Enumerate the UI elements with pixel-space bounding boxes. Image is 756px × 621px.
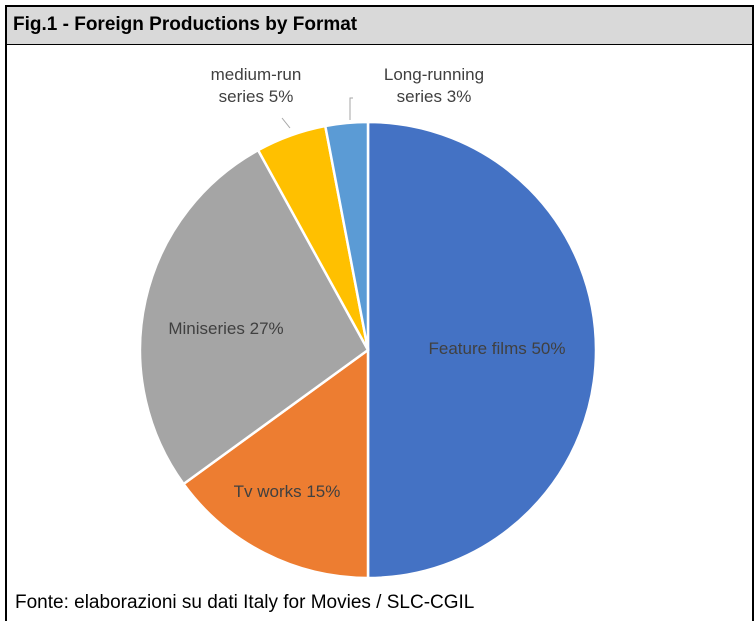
- figure-frame: Fig.1 - Foreign Productions by Format Fo…: [5, 5, 754, 621]
- leader-line: [281, 117, 291, 129]
- chart-title: Fig.1 - Foreign Productions by Format: [7, 7, 752, 45]
- slice-label: medium-run series 5%: [201, 64, 311, 108]
- pie-slice: [181, 347, 370, 580]
- category-label: Miniseries: [168, 319, 245, 338]
- value-label: 27%: [249, 319, 284, 338]
- value-label: 3%: [446, 87, 472, 106]
- slice-label: Feature films 50%: [397, 338, 597, 360]
- pie-slice: [138, 148, 370, 486]
- slice-label: Long-running series 3%: [359, 64, 509, 108]
- category-label: Tv works: [233, 482, 302, 501]
- value-label: 5%: [268, 87, 294, 106]
- leader-line: [349, 97, 353, 120]
- category-label: medium-run series: [210, 65, 302, 106]
- category-label: Feature films: [428, 339, 527, 358]
- value-label: 15%: [306, 482, 341, 501]
- slice-label: Miniseries 27%: [141, 318, 311, 340]
- category-label: Long-running series: [383, 65, 485, 106]
- slice-label: Tv works 15%: [207, 481, 367, 503]
- pie-slice: [323, 120, 370, 351]
- pie-slice: [366, 120, 598, 580]
- source-note: Fonte: elaborazioni su dati Italy for Mo…: [15, 592, 475, 613]
- value-label: 50%: [531, 339, 566, 358]
